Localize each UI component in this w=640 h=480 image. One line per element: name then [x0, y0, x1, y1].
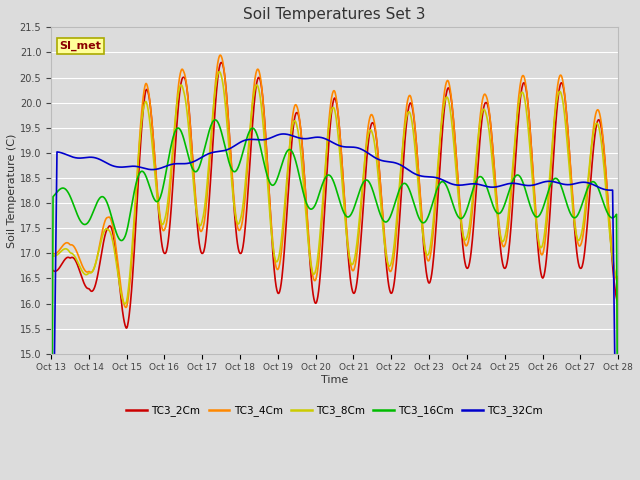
Line: TC3_4Cm: TC3_4Cm [51, 55, 618, 480]
TC3_4Cm [237, 225, 245, 230]
Y-axis label: Soil Temperature (C): Soil Temperature (C) [7, 133, 17, 248]
TC3_8Cm [423, 252, 431, 258]
Line: TC3_16Cm: TC3_16Cm [51, 120, 618, 480]
TC3_16Cm [497, 209, 505, 215]
TC3_32Cm [547, 179, 555, 184]
TC3_4Cm [423, 256, 431, 262]
Line: TC3_2Cm: TC3_2Cm [51, 62, 618, 480]
TC3_16Cm [423, 216, 431, 222]
TC3_32Cm [159, 164, 167, 170]
TC3_32Cm [497, 183, 505, 189]
Text: SI_met: SI_met [60, 40, 102, 51]
TC3_4Cm [216, 52, 224, 58]
TC3_2Cm [547, 192, 555, 198]
TC3_32Cm [173, 161, 181, 167]
TC3_8Cm [216, 69, 223, 74]
TC3_32Cm [423, 174, 431, 180]
TC3_2Cm [423, 274, 431, 279]
TC3_2Cm [497, 251, 505, 256]
TC3_8Cm [497, 236, 505, 242]
TC3_32Cm [280, 131, 287, 137]
TC3_4Cm [173, 96, 181, 101]
TC3_4Cm [159, 228, 167, 234]
TC3_8Cm [237, 214, 245, 220]
Line: TC3_8Cm: TC3_8Cm [51, 72, 618, 480]
X-axis label: Time: Time [321, 375, 348, 385]
TC3_8Cm [159, 221, 167, 227]
TC3_2Cm [159, 249, 167, 254]
TC3_4Cm [547, 162, 555, 168]
Legend: TC3_2Cm, TC3_4Cm, TC3_8Cm, TC3_16Cm, TC3_32Cm: TC3_2Cm, TC3_4Cm, TC3_8Cm, TC3_16Cm, TC3… [122, 401, 547, 420]
TC3_16Cm [211, 117, 219, 123]
Title: Soil Temperatures Set 3: Soil Temperatures Set 3 [243, 7, 426, 22]
TC3_8Cm [547, 155, 555, 161]
TC3_8Cm [173, 99, 181, 105]
TC3_32Cm [237, 139, 244, 145]
TC3_16Cm [159, 183, 167, 189]
TC3_16Cm [173, 125, 181, 131]
TC3_2Cm [237, 251, 245, 256]
TC3_16Cm [237, 156, 245, 162]
TC3_2Cm [218, 60, 225, 65]
Line: TC3_32Cm: TC3_32Cm [51, 134, 618, 480]
TC3_2Cm [173, 118, 181, 124]
TC3_4Cm [497, 237, 505, 242]
TC3_16Cm [547, 180, 555, 186]
